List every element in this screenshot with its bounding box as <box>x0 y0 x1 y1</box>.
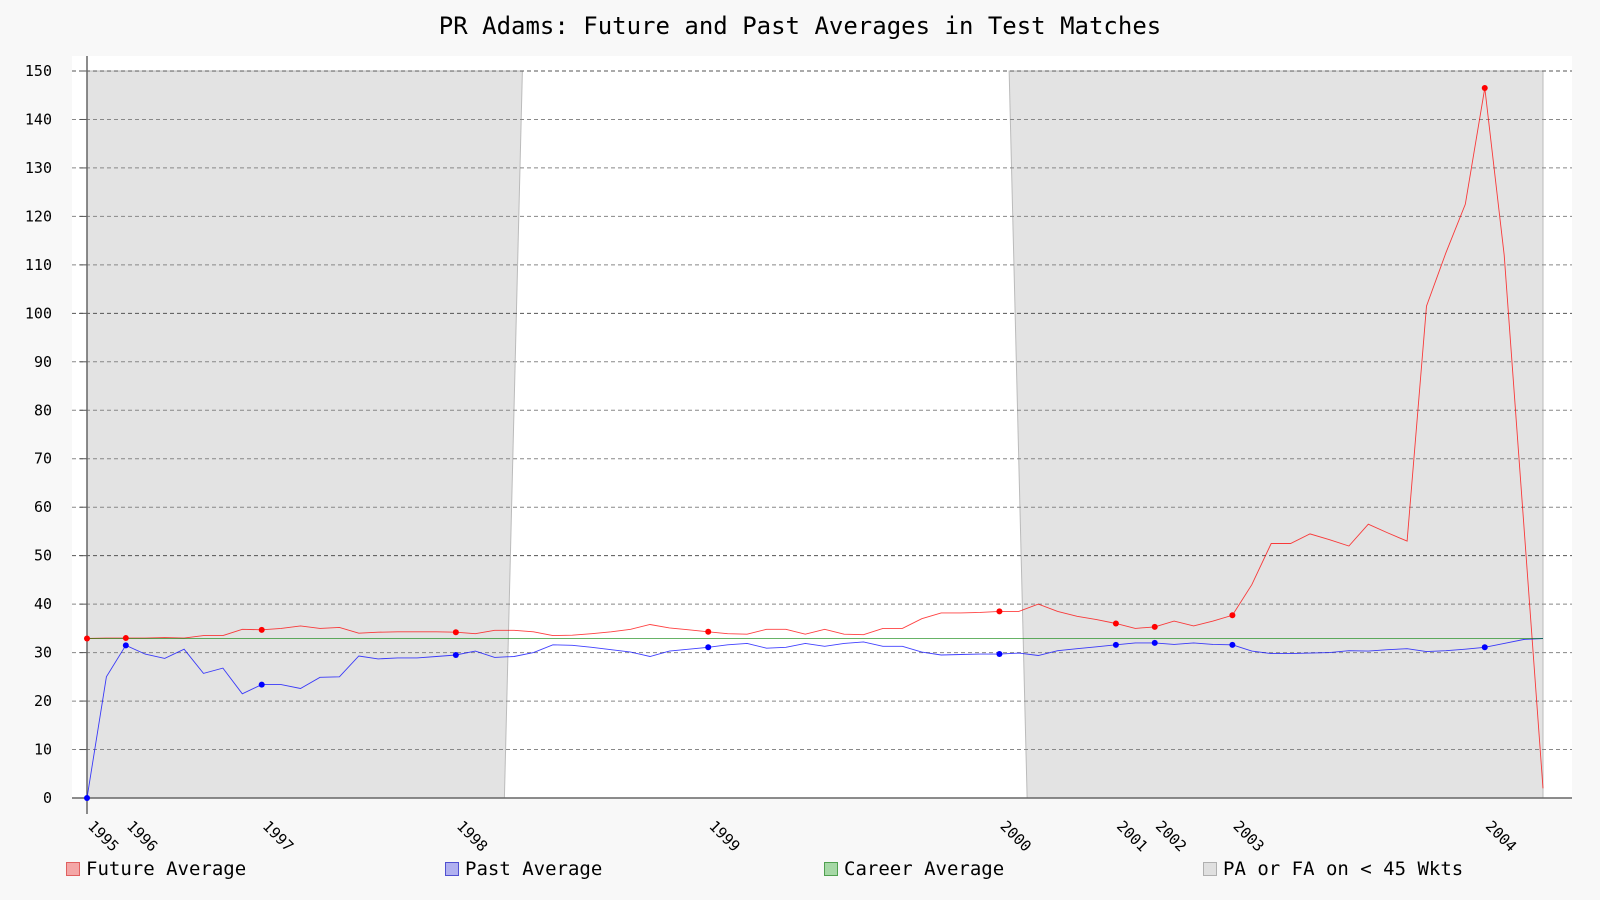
future-average-marker <box>996 608 1003 615</box>
y-tick-label: 120 <box>25 207 52 225</box>
x-tick-label: 2001 <box>1113 817 1151 855</box>
legend-item-career-average: Career Average <box>824 858 1004 880</box>
legend-label-future: Future Average <box>86 858 247 880</box>
y-tick-label: 10 <box>34 741 52 759</box>
y-tick-label: 50 <box>34 547 52 565</box>
legend-swatch-career <box>824 862 838 876</box>
y-tick-label: 80 <box>34 401 52 419</box>
y-tick-label: 110 <box>25 256 52 274</box>
future-average-marker <box>258 626 265 633</box>
legend-swatch-past <box>445 862 459 876</box>
y-tick-label: 40 <box>34 595 52 613</box>
y-tick-label: 70 <box>34 450 52 468</box>
legend-label-past: Past Average <box>465 858 603 880</box>
past-average-marker <box>1481 644 1488 651</box>
past-average-marker <box>122 642 129 649</box>
future-average-marker <box>1229 612 1236 619</box>
future-average-marker <box>705 628 712 635</box>
shaded-region <box>86 70 523 799</box>
y-tick-label: 20 <box>34 692 52 710</box>
past-average-marker <box>996 651 1003 658</box>
legend-label-low-wickets: PA or FA on < 45 Wkts <box>1223 858 1464 880</box>
x-tick-label: 1997 <box>259 817 297 855</box>
y-tick-label: 150 <box>25 62 52 80</box>
y-tick-label: 100 <box>25 304 52 322</box>
past-average-marker <box>1112 641 1119 648</box>
past-average-marker <box>84 795 90 801</box>
y-tick-label: 130 <box>25 159 52 177</box>
past-average-marker <box>1229 641 1236 648</box>
y-tick-label: 60 <box>34 498 52 516</box>
x-tick-label: 1999 <box>705 817 743 855</box>
past-average-line <box>86 638 1544 799</box>
series-lines <box>86 87 1544 799</box>
past-average-marker <box>705 644 712 651</box>
legend-item-low-wickets: PA or FA on < 45 Wkts <box>1203 858 1463 880</box>
shaded-regions <box>86 70 1544 799</box>
future-average-marker <box>122 635 129 642</box>
y-tick-label: 30 <box>34 644 52 662</box>
legend-swatch-future <box>66 862 80 876</box>
future-average-line <box>86 87 1544 789</box>
y-tick-label: 90 <box>34 353 52 371</box>
legend-label-career: Career Average <box>844 858 1005 880</box>
x-tick-label: 2000 <box>997 817 1035 855</box>
y-tick-label: 140 <box>25 110 52 128</box>
y-tick-label: 0 <box>43 789 52 807</box>
legend: Future Average Past Average Career Avera… <box>0 858 1600 888</box>
x-tick-label: 2002 <box>1152 817 1190 855</box>
past-average-marker <box>1151 639 1158 646</box>
x-tick-label: 1995 <box>84 817 122 855</box>
legend-item-future-average: Future Average <box>66 858 246 880</box>
legend-item-past-average: Past Average <box>445 858 602 880</box>
series-markers <box>84 84 1488 801</box>
past-average-marker <box>452 652 459 659</box>
x-tick-label: 1996 <box>123 817 161 855</box>
legend-swatch-low-wickets <box>1203 862 1217 876</box>
future-average-marker <box>1151 623 1158 630</box>
shaded-region <box>1008 70 1544 799</box>
past-average-marker <box>258 681 265 688</box>
future-average-marker <box>84 635 90 642</box>
future-average-marker <box>452 629 459 636</box>
x-tick-label: 2003 <box>1230 817 1268 855</box>
x-tick-label: 2004 <box>1482 817 1520 855</box>
future-average-marker <box>1481 84 1488 91</box>
future-average-marker <box>1112 620 1119 627</box>
x-tick-label: 1998 <box>453 817 491 855</box>
chart-title: PR Adams: Future and Past Averages in Te… <box>438 12 1162 40</box>
